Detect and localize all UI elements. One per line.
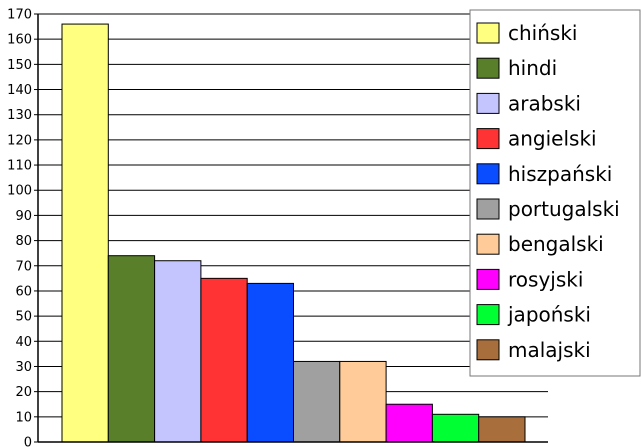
legend-label-7: bengalski <box>508 232 604 256</box>
y-tick-label: 40 <box>15 335 32 350</box>
legend-swatch-2 <box>476 57 500 79</box>
y-tick-labels: 0 10 20 30 40 50 60 70 80 90 100 110 120 130 140 150 160… <box>7 8 32 447</box>
legend-swatch-1 <box>476 22 500 44</box>
legend-label-3: arabski <box>508 91 581 115</box>
y-tick-label: 30 <box>15 360 32 375</box>
legend-label-1: chiński <box>508 21 577 45</box>
y-tick-label: 170 <box>7 8 32 23</box>
legend-label-8: rosyjski <box>508 267 583 291</box>
legend: chiński hindi arabski angielski hiszpański po… <box>469 9 641 377</box>
bar-8 <box>385 403 433 443</box>
legend-label-2: hindi <box>508 56 557 80</box>
y-tick-label: 50 <box>15 310 32 325</box>
y-tick-label: 110 <box>7 159 32 174</box>
y-tick-label: 120 <box>7 133 32 148</box>
y-tick-label: 90 <box>15 209 32 224</box>
y-tick-label: 60 <box>15 284 32 299</box>
legend-swatch-6 <box>476 198 500 220</box>
bar-10 <box>478 416 526 443</box>
legend-label-6: portugalski <box>508 197 620 221</box>
y-tick-label: 0 <box>24 436 32 447</box>
legend-label-5: hiszpański <box>508 162 612 186</box>
y-tick-label: 10 <box>15 410 32 425</box>
legend-swatch-8 <box>476 268 500 290</box>
y-tick-label: 160 <box>7 33 32 48</box>
y-tick-label: 70 <box>15 259 32 274</box>
bar-2 <box>107 255 156 443</box>
bar-9 <box>431 413 480 443</box>
legend-swatch-4 <box>476 128 500 150</box>
bar-5 <box>246 282 294 443</box>
bar-4 <box>200 277 248 443</box>
bar-7 <box>339 360 387 443</box>
y-tick-label: 100 <box>7 184 32 199</box>
legend-swatch-7 <box>476 233 500 255</box>
y-tick-label: 80 <box>15 234 32 249</box>
bar-6 <box>293 360 341 443</box>
y-tick-label: 140 <box>7 83 32 98</box>
legend-label-4: angielski <box>508 127 597 151</box>
bar-1 <box>61 23 109 443</box>
legend-swatch-9 <box>476 304 500 326</box>
axes <box>37 14 548 443</box>
legend-label-10: malajski <box>508 338 591 362</box>
y-tick-label: 20 <box>15 385 32 400</box>
legend-swatch-10 <box>476 339 500 361</box>
legend-swatch-5 <box>476 163 500 185</box>
bars <box>61 23 526 443</box>
bar-3 <box>154 260 202 443</box>
legend-label-9: japoński <box>507 303 591 327</box>
legend-swatch-3 <box>476 92 500 114</box>
y-tick-label: 150 <box>7 58 32 73</box>
y-tick-label: 130 <box>7 108 32 123</box>
